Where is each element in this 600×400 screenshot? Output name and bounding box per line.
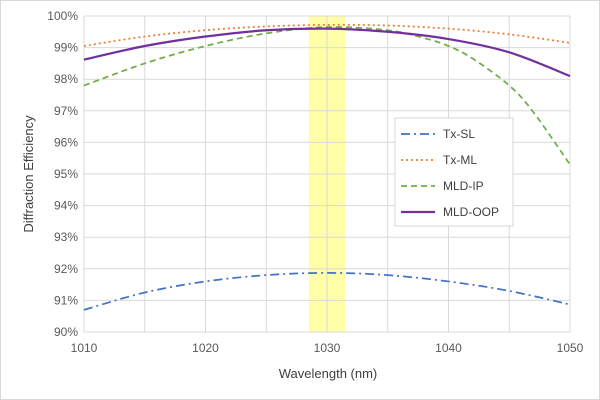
y-tick-label: 97% — [54, 104, 78, 118]
y-tick-label: 91% — [54, 293, 78, 307]
y-tick-label: 99% — [54, 41, 78, 55]
y-axis-title: Diffraction Efficiency — [21, 115, 36, 233]
legend-label-tx-sl: Tx-SL — [443, 127, 475, 141]
legend-label-tx-ml: Tx-ML — [443, 153, 477, 167]
gridlines — [83, 15, 571, 333]
series-line-tx-sl — [83, 272, 571, 311]
x-tick-label: 1040 — [435, 341, 462, 355]
x-tick-label: 1050 — [557, 341, 584, 355]
y-tick-label: 98% — [54, 72, 78, 86]
tick-labels: 90% 91% 92% 93% 94% 95% 96% 97% 98% 99% 100% 1010 10… — [47, 9, 583, 355]
legend: Tx-SL Tx-ML MLD-IP MLD-OOP — [394, 117, 514, 227]
y-tick-label: 100% — [47, 9, 78, 23]
y-tick-label: 94% — [54, 199, 78, 213]
x-tick-label: 1010 — [71, 341, 98, 355]
y-tick-label: 95% — [54, 167, 78, 181]
y-tick-label: 90% — [54, 325, 78, 339]
legend-label-mld-ip: MLD-IP — [443, 179, 484, 193]
x-tick-label: 1020 — [192, 341, 219, 355]
y-tick-label: 93% — [54, 230, 78, 244]
x-axis-title: Wavelength (nm) — [279, 366, 378, 381]
legend-label-mld-oop: MLD-OOP — [443, 205, 499, 219]
y-tick-label: 92% — [54, 262, 78, 276]
y-tick-label: 96% — [54, 135, 78, 149]
series-line-mld-oop — [83, 27, 571, 78]
x-tick-label: 1030 — [314, 341, 341, 355]
legend-box — [394, 117, 514, 227]
series-lines — [83, 23, 571, 311]
